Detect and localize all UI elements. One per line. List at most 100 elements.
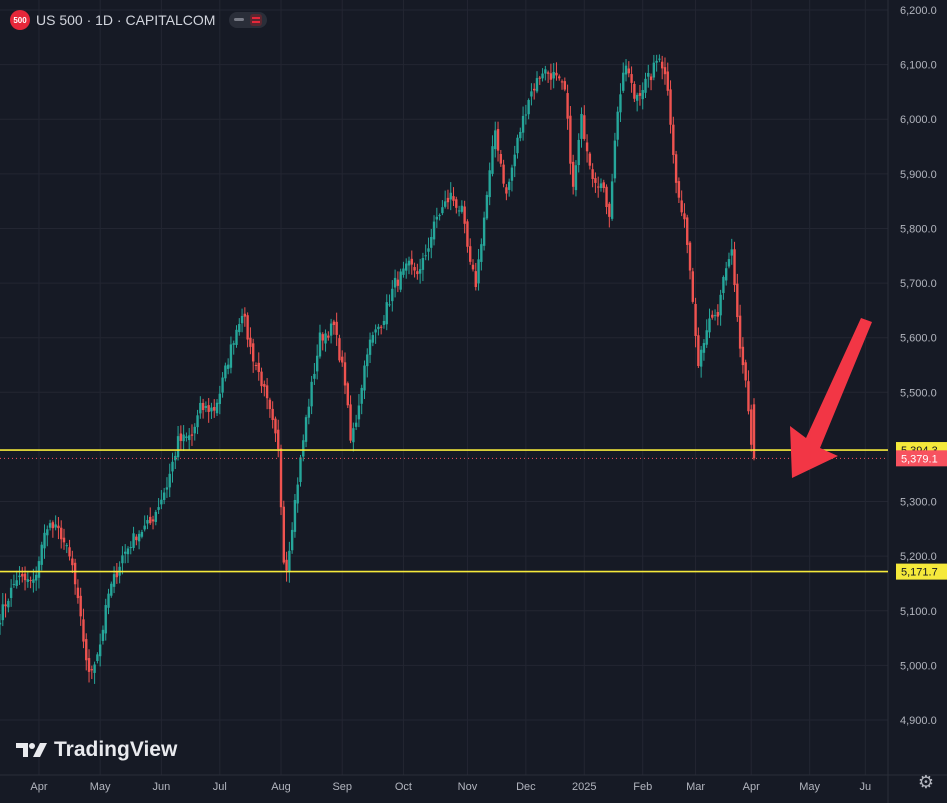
candle-body [430, 236, 433, 248]
candle-body [154, 511, 158, 522]
candle-body [744, 362, 747, 381]
tradingview-logo[interactable]: TradingView [16, 738, 177, 762]
candle-body [507, 181, 511, 190]
candle-body [544, 69, 547, 74]
candle-body [549, 73, 553, 80]
x-tick-label: Feb [633, 781, 652, 793]
symbol-header[interactable]: 500 US 500 · 1D · CAPITALCOM [10, 10, 268, 30]
lines-icon [250, 14, 263, 26]
candle-body [140, 531, 144, 537]
candle-body [663, 67, 667, 75]
candle-body [633, 83, 636, 99]
candle-body [149, 516, 152, 524]
candle-body [613, 140, 617, 179]
candle-body [405, 263, 408, 271]
candle-body [683, 213, 686, 220]
candle-body [477, 259, 480, 284]
candle-body [463, 206, 466, 224]
candle-body [73, 562, 77, 585]
candle-body [711, 314, 714, 318]
x-tick-label: Mar [686, 781, 705, 793]
level-lines[interactable] [0, 449, 888, 573]
candle-body [677, 181, 681, 198]
candle-body [443, 201, 447, 207]
candle-body [505, 187, 508, 194]
candle-body [57, 525, 60, 529]
candle-body [182, 434, 185, 442]
candle-body [51, 522, 55, 529]
candle-body [396, 279, 400, 286]
candle-body [724, 268, 728, 281]
candle-body [54, 524, 57, 528]
candle-body [43, 532, 46, 549]
candle-body [655, 60, 658, 63]
candle-body [349, 404, 352, 441]
candle-body [146, 520, 149, 524]
candle-body [288, 550, 291, 572]
candle-body [199, 402, 202, 414]
candle-body [379, 326, 383, 328]
candle-body [691, 271, 695, 302]
candle-body [407, 260, 411, 266]
gear-icon[interactable]: ⚙ [917, 772, 935, 792]
candle-body [597, 186, 600, 188]
candle-body [48, 523, 52, 528]
candle-body [85, 639, 88, 661]
candle-body [427, 248, 430, 252]
candle-body [240, 315, 244, 324]
symbol-title: US 500 · 1D · CAPITALCOM [36, 12, 216, 28]
y-tick-label: 5,700.0 [900, 278, 937, 290]
candle-body [457, 210, 461, 212]
candle-body [143, 525, 146, 530]
candle-body [747, 381, 750, 412]
candle-body [658, 58, 661, 60]
candle-body [168, 473, 171, 488]
candle-body [352, 428, 355, 443]
y-tick-label: 5,100.0 [900, 606, 937, 618]
candle-body [324, 333, 327, 344]
candle-body [474, 271, 477, 288]
candle-body [112, 574, 116, 587]
x-tick-label: Jul [213, 781, 227, 793]
price-axis[interactable]: 6,200.0 6,100.0 6,000.0 5,900.0 5,800.0 5,700… [900, 5, 937, 727]
y-tick-label: 5,900.0 [900, 169, 937, 181]
candle-body [46, 529, 49, 536]
candle-body [708, 318, 711, 333]
candle-body [616, 111, 619, 140]
candle-body [268, 399, 272, 410]
candle-body [104, 605, 107, 634]
candle-body [466, 221, 469, 247]
candle-body [469, 246, 472, 262]
candle-body [496, 129, 500, 151]
candle-body [290, 529, 294, 551]
candle-body [494, 130, 497, 150]
candle-body [371, 335, 375, 343]
candle-body [452, 196, 455, 201]
level-price-text: 5,171.7 [901, 567, 938, 579]
candle-body [750, 409, 753, 445]
candle-body [471, 264, 475, 270]
candle-body [635, 94, 639, 101]
candle-body [32, 579, 35, 583]
candle-body [207, 405, 210, 412]
indicator-toggle-button[interactable] [229, 12, 268, 28]
candle-body [619, 94, 622, 113]
candle-body [101, 629, 105, 641]
candle-body [235, 329, 238, 345]
candle-body [9, 587, 13, 598]
candle-body [393, 277, 397, 288]
candle-body [624, 65, 628, 75]
candle-body [226, 364, 230, 369]
candle-body [279, 448, 283, 508]
candle-body [110, 583, 113, 596]
candle-body [354, 422, 358, 427]
candle-body [485, 194, 489, 219]
candle-body [93, 664, 96, 673]
candle-body [697, 335, 700, 367]
candle-body [157, 507, 160, 510]
time-axis[interactable]: Apr May Jun Jul Aug Sep Oct Nov Dec 2025 Feb Mar Apr… [30, 781, 871, 793]
candle-body [482, 217, 486, 246]
candle-body [68, 547, 71, 557]
